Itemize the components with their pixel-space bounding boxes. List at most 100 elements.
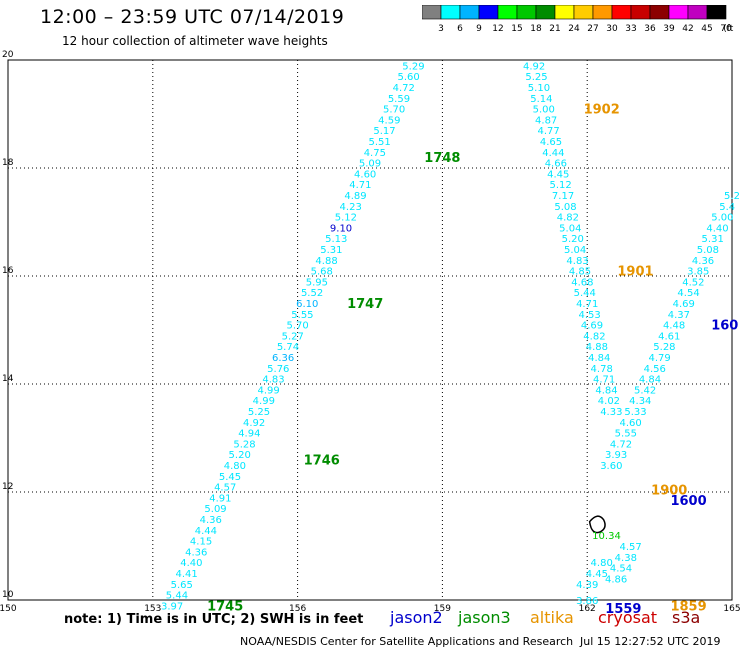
scale-label: 33 (625, 24, 636, 34)
wave-height-label: 3.86 (576, 596, 598, 607)
wave-height-label: 4.99 (258, 385, 280, 396)
wave-height-label: 4.41 (175, 569, 197, 580)
wave-height-label: 10.34 (592, 531, 621, 542)
wave-height-label: 5.12 (335, 213, 357, 224)
wave-height-label: 5.76 (267, 364, 289, 375)
wave-height-label: 4.85 (569, 267, 591, 278)
wave-height-label: 5.74 (277, 342, 299, 353)
wave-height-label: 5.33 (624, 407, 646, 418)
wave-height-label: 4.72 (610, 439, 632, 450)
scale-label: 18 (530, 24, 542, 34)
wave-height-label: 6.10 (296, 299, 318, 310)
wave-height-label: 5.68 (311, 267, 333, 278)
scale-label: 21 (549, 24, 560, 34)
x-tick-label: 162 (579, 604, 596, 614)
wave-height-label: 4.92 (243, 418, 265, 429)
wave-height-label: 3.85 (687, 267, 709, 278)
wave-height-label: 5.25 (248, 407, 270, 418)
wave-height-label: 4.38 (615, 553, 637, 564)
pass-time-label: 1746 (304, 454, 340, 469)
wave-height-label: 4.60 (620, 418, 642, 429)
pass-time-label: 1745 (207, 599, 243, 614)
wave-height-label: 4.34 (629, 396, 651, 407)
wave-height-label: 4.44 (195, 526, 217, 537)
wave-height-label: 5.20 (562, 234, 584, 245)
scale-label: 12 (492, 24, 503, 34)
scale-label: (ft) (723, 24, 734, 34)
wave-height-label: 4.82 (557, 213, 579, 224)
pass-time-label: 1747 (347, 297, 383, 312)
wave-height-label: 5.10 (528, 83, 550, 94)
scale-label: 6 (457, 24, 463, 34)
y-tick-label: 10 (2, 590, 14, 600)
wave-height-label: 5.70 (286, 321, 308, 332)
wave-height-label: 5.51 (369, 137, 391, 148)
wave-height-label: 5.04 (559, 223, 581, 234)
wave-height-label: 5.00 (711, 213, 733, 224)
wave-height-label: 5.4 (719, 202, 735, 213)
pass-time-label: 1901 (617, 265, 653, 280)
wave-height-label: 4.60 (354, 169, 376, 180)
wave-height-label: 5.17 (373, 126, 395, 137)
scale-label: 70 (720, 24, 732, 34)
wave-height-label: 4.54 (610, 564, 632, 575)
scale-label: 27 (587, 24, 598, 34)
wave-height-label: 4.52 (682, 277, 704, 288)
scale-label: 24 (568, 24, 580, 34)
wave-height-label: 5.27 (282, 331, 304, 342)
scale-label: 42 (682, 24, 693, 34)
wave-height-label: 5.44 (574, 288, 596, 299)
wave-height-label: 5.09 (204, 504, 226, 515)
pass-time-label: 1900 (651, 483, 687, 498)
x-tick-label: 165 (723, 604, 740, 614)
chart-subtitle: 12 hour collection of altimeter wave hei… (62, 34, 328, 48)
wave-height-label: 4.69 (581, 321, 603, 332)
wave-height-label: 5.55 (291, 310, 313, 321)
legend-jason2: jason2 (390, 608, 443, 627)
wave-height-label: 4.48 (663, 321, 685, 332)
wave-height-label: 5.2 (724, 191, 740, 202)
x-tick-label: 153 (144, 604, 161, 614)
y-tick-label: 18 (2, 158, 14, 168)
wave-height-label: 4.69 (673, 299, 695, 310)
wave-height-label: 4.72 (393, 83, 415, 94)
pass-time-label: 160 (711, 319, 738, 334)
y-tick-label: 16 (2, 266, 14, 276)
wave-height-label: 5.44 (166, 591, 188, 602)
wave-height-label: 4.71 (349, 180, 371, 191)
wave-height-label: 4.15 (190, 537, 212, 548)
wave-height-label: 4.36 (185, 547, 207, 558)
x-tick-label: 159 (434, 604, 451, 614)
wave-height-label: 5.42 (634, 385, 656, 396)
wave-height-label: 5.00 (533, 105, 555, 116)
wave-height-label: 3.60 (600, 461, 622, 472)
scale-label: 45 (701, 24, 712, 34)
wave-height-label: 5.28 (653, 342, 675, 353)
wave-height-label: 4.88 (315, 256, 337, 267)
wave-height-label: 4.91 (209, 493, 231, 504)
wave-height-label: 5.08 (554, 202, 576, 213)
wave-height-label: 4.86 (605, 574, 627, 585)
scale-swatch (706, 5, 727, 20)
wave-height-label: 4.44 (542, 148, 564, 159)
wave-height-label: 4.79 (648, 353, 670, 364)
x-tick-label: 156 (289, 604, 306, 614)
wave-height-label: 5.55 (615, 429, 637, 440)
wave-height-label: 5.13 (325, 234, 347, 245)
wave-height-label: 4.40 (180, 558, 202, 569)
wave-height-label: 4.83 (566, 256, 588, 267)
wave-height-label: 5.31 (702, 234, 724, 245)
scale-label: 9 (476, 24, 482, 34)
wave-height-label: 4.75 (364, 148, 386, 159)
scale-label: 30 (606, 24, 618, 34)
pass-time-label: 1748 (424, 151, 460, 166)
wave-height-label: 4.45 (547, 169, 569, 180)
wave-height-label: 5.28 (233, 439, 255, 450)
wave-height-label: 4.40 (706, 223, 728, 234)
wave-height-label: 5.31 (320, 245, 342, 256)
wave-height-label: 4.80 (591, 558, 613, 569)
scale-label: 39 (663, 24, 675, 34)
wave-height-label: 4.77 (537, 126, 559, 137)
wave-height-label: 4.57 (214, 483, 236, 494)
